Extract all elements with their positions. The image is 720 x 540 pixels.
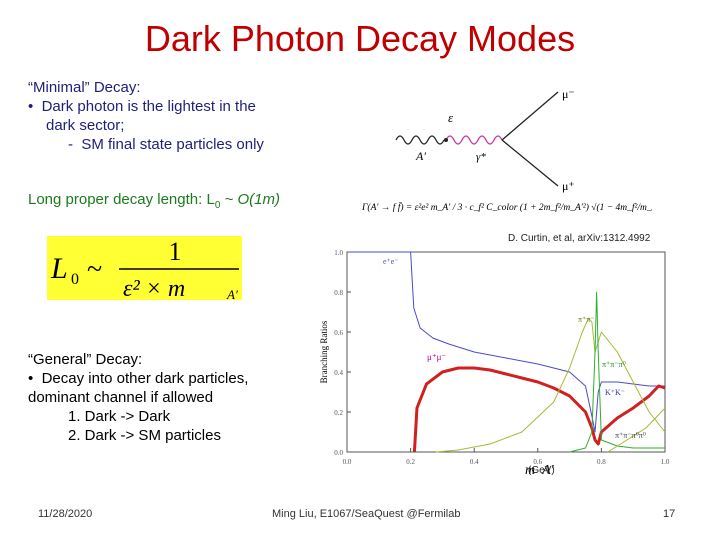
- label-mu-minus: μ⁻: [562, 87, 575, 101]
- annotation-mumu: μ⁺μ⁻: [427, 352, 446, 362]
- y-tick-label: 0.8: [334, 289, 343, 297]
- minimal-sub-text: SM final state particles only: [81, 136, 264, 153]
- y-tick-label: 0.2: [334, 409, 343, 417]
- annotation-ee: e⁺e⁻: [383, 257, 399, 266]
- general-decay-block: “General” Decay: • Decay into other dark…: [28, 350, 248, 445]
- minimal-decay-heading: “Minimal” Decay:: [28, 79, 141, 96]
- formula-lhs-sub: 0: [71, 271, 79, 288]
- annotation-4pi: π⁺π⁻π⁰π⁰: [615, 431, 646, 440]
- footer-center: Ming Liu, E1067/SeaQuest @Fermilab: [272, 508, 461, 520]
- dark-photon-line: [395, 135, 445, 145]
- page-number: 17: [663, 508, 676, 520]
- minimal-sub-bullet: - SM final state particles only: [68, 136, 264, 153]
- annotation-pipi: π⁺π⁻: [578, 315, 595, 324]
- minimal-bullet-continuation: dark sector;: [46, 117, 125, 134]
- muon-line-top: [501, 91, 559, 141]
- y-tick-label: 1.0: [334, 249, 343, 257]
- decay-length-subscript: 0: [214, 200, 221, 211]
- mixing-vertex: [444, 138, 448, 142]
- label-aprime: A′: [415, 149, 426, 163]
- decay-length-text: Long proper decay length: L0 ~ O(1m): [28, 191, 280, 211]
- citation: D. Curtin, et al, arXiv:1312.4992: [508, 233, 651, 244]
- label-epsilon: ε: [448, 110, 454, 125]
- x-tick-label: 0.8: [597, 458, 606, 466]
- series-line-4: [607, 407, 666, 453]
- feynman-diagram: μ⁻ μ⁺ ε γ* A′: [395, 87, 575, 193]
- general-item-2: 2. Dark -> SM particles: [68, 427, 221, 444]
- decay-width-formula: Γ(A′ → f f̄) = ε²e² m_A′ / 3 · c_f² C_co…: [362, 201, 652, 213]
- general-bullet: • Decay into other dark particles,: [28, 370, 249, 387]
- virtual-photon-line: [445, 135, 503, 145]
- general-bullet-text: Decay into other dark particles,: [41, 370, 249, 387]
- decay-length-prefix: Long proper decay length: L: [28, 191, 215, 208]
- x-tick-label: 0.6: [533, 458, 542, 466]
- x-tick-label: 0.4: [470, 458, 479, 466]
- formula-sim: ~: [87, 254, 102, 285]
- slide-title: Dark Photon Decay Modes: [144, 18, 576, 59]
- x-tick-label: 0.2: [406, 458, 415, 466]
- formula-numerator: 1: [169, 237, 182, 266]
- general-item-1: 1. Dark -> Dark: [68, 408, 171, 425]
- x-axis-label: m_A′: [525, 463, 555, 474]
- branching-ratio-chart: 0.0 0.2 0.4 0.6 0.8 1.0 0.0 0.2 0.4 0.6 0.8 1.0 Bra…: [319, 249, 670, 474]
- decay-length-formula: L 0 ~ 1 ε² × m A′: [47, 236, 242, 302]
- gev-unit-label: (GeV): [528, 465, 555, 476]
- series-line-3: [569, 291, 665, 453]
- formula-lhs: L: [50, 252, 68, 285]
- annotation-kk: K⁺K⁻: [605, 388, 625, 397]
- series-line-0: [347, 251, 665, 433]
- decay-length-suffix: ~ O(1m): [220, 191, 280, 208]
- series-line-2: [435, 317, 666, 453]
- formula-denominator-sub: A′: [226, 287, 238, 300]
- y-axis-label: Branching Ratios: [319, 320, 329, 383]
- general-decay-heading: “General” Decay:: [28, 351, 143, 368]
- general-line2: dominant channel if allowed: [28, 389, 214, 406]
- muon-line-bottom: [501, 139, 559, 187]
- x-tick-label: 1.0: [661, 458, 670, 466]
- minimal-bullet: • Dark photon is the lightest in the: [28, 98, 256, 115]
- plot-frame: [346, 251, 666, 453]
- annotation-pipipi0: π⁺π⁻π⁰: [602, 360, 626, 369]
- footer-date: 11/28/2020: [38, 508, 93, 520]
- y-tick-label: 0.0: [334, 449, 343, 457]
- y-tick-label: 0.6: [334, 329, 343, 337]
- formula-denominator: ε² × m: [123, 276, 185, 300]
- x-tick-label: 0.0: [343, 458, 352, 466]
- label-gamma-star: γ*: [476, 151, 486, 163]
- series-line-1: [412, 366, 666, 453]
- label-mu-plus: μ⁺: [562, 179, 575, 193]
- minimal-bullet-text: Dark photon is the lightest in the: [41, 98, 256, 115]
- minimal-decay-block: “Minimal” Decay: • Dark photon is the li…: [28, 78, 264, 154]
- y-tick-label: 0.4: [334, 369, 343, 377]
- decay-width-text: Γ(A′ → f f̄) = ε²e² m_A′ / 3 · c_f² C_co…: [362, 201, 652, 213]
